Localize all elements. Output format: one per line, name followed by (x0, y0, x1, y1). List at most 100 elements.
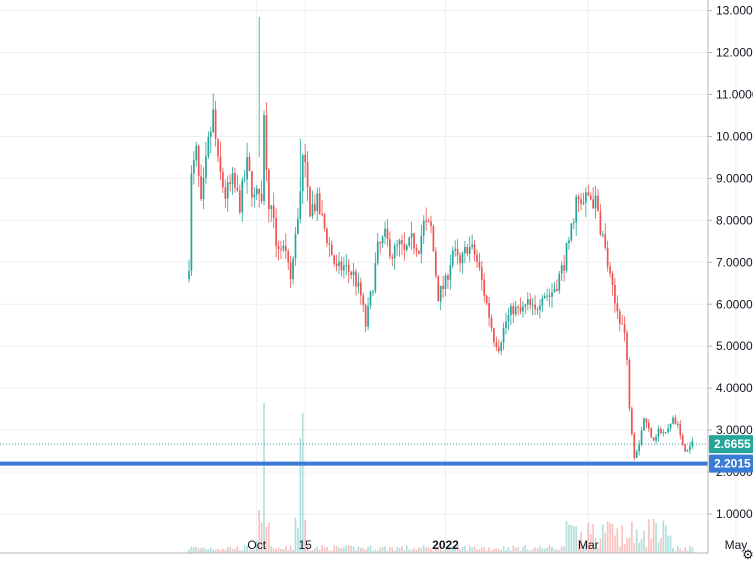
candle-body (403, 243, 406, 250)
candle-body (209, 131, 212, 137)
volume-bar (585, 543, 587, 553)
settings-gear-icon[interactable]: ⚙ (742, 547, 753, 562)
volume-bar (255, 540, 258, 553)
volume-bar (328, 550, 331, 553)
volume-bar (248, 549, 251, 553)
volume-bar (205, 548, 207, 553)
volume-bar (512, 545, 515, 553)
candle-body (442, 285, 444, 289)
volume-bar (667, 535, 670, 553)
volume-bar (635, 529, 638, 553)
candle-body (197, 145, 200, 177)
candle-body (379, 241, 382, 244)
volume-bar (343, 547, 345, 553)
volume-bar (268, 522, 270, 553)
volume-bar (662, 520, 665, 553)
volume-bar (422, 545, 425, 553)
volume-bar (219, 550, 222, 553)
candle-body (674, 417, 677, 425)
volume-bar (200, 547, 202, 553)
volume-bar (333, 545, 336, 553)
volume-bar (275, 548, 277, 553)
volume-bar (238, 550, 241, 553)
volume-bar (359, 547, 362, 553)
candle-body (580, 199, 582, 204)
volume-bar (350, 545, 352, 553)
volume-bar (570, 524, 573, 553)
volume-bar (263, 403, 265, 553)
time-tick-label: May (725, 538, 748, 552)
volume-bar (674, 550, 677, 553)
volume-bar (672, 548, 674, 553)
candle-body (621, 323, 624, 325)
volume-bar (575, 526, 578, 553)
candle-body (493, 328, 495, 343)
candle-body (524, 304, 527, 307)
price-tick-label: 4.0000 (716, 381, 753, 395)
volume-bar (640, 539, 643, 553)
candle-body (512, 306, 515, 315)
candle-body (447, 275, 449, 280)
candle-body (679, 423, 682, 436)
candle-body (587, 192, 590, 196)
volume-bar (517, 546, 519, 553)
volume-bar (580, 531, 582, 553)
volume-bar (195, 546, 198, 553)
volume-bar (289, 545, 292, 553)
volume-bar (616, 528, 619, 553)
candle-body (226, 182, 229, 199)
volume-bar (299, 438, 302, 553)
candle-body (188, 270, 190, 280)
candle-body (456, 248, 459, 256)
candle-body (449, 265, 452, 280)
volume-bar (207, 549, 210, 553)
candle-body (500, 342, 503, 352)
volume-bar (524, 545, 527, 553)
candle-body (202, 177, 205, 200)
candle-body (471, 244, 473, 247)
volume-bar (609, 522, 611, 553)
volume-bar (425, 547, 428, 553)
volume-bar (408, 549, 411, 553)
volume-bar (447, 546, 449, 553)
candle-body (585, 192, 587, 203)
candle-body (345, 264, 348, 266)
candle-body (483, 280, 486, 296)
candle-body (490, 317, 493, 329)
volume-bar (384, 546, 386, 553)
candle-body (367, 305, 369, 327)
volume-bar (478, 549, 481, 553)
volume-bar (381, 546, 384, 553)
candle-body (321, 214, 323, 216)
volume-bar (265, 526, 268, 553)
volume-bar (372, 550, 374, 553)
candle-body (299, 191, 302, 219)
candle-body (217, 139, 219, 157)
candle-body (212, 109, 215, 132)
candle-body (280, 248, 282, 250)
volume-bar (234, 548, 236, 553)
candle-body (347, 264, 350, 272)
candle-body (464, 246, 466, 254)
volume-bar (427, 546, 430, 553)
candle-body (548, 295, 551, 297)
candle-body (297, 218, 299, 235)
candle-body (432, 225, 435, 252)
candle-body (631, 408, 633, 434)
volume-bar (292, 550, 294, 553)
candle-body (311, 204, 314, 217)
candle-body (415, 248, 418, 251)
volume-bar (684, 547, 686, 553)
volume-bar (631, 521, 633, 553)
candle-body (328, 243, 331, 245)
volume-bar (231, 549, 234, 553)
candle-body (543, 295, 546, 299)
volume-bar (539, 545, 541, 553)
price-tick-label: 11.0000 (716, 88, 753, 102)
price-tick-label: 9.0000 (716, 171, 753, 185)
candle-body (502, 327, 505, 343)
candle-body (352, 271, 355, 276)
candle-body (439, 285, 442, 302)
